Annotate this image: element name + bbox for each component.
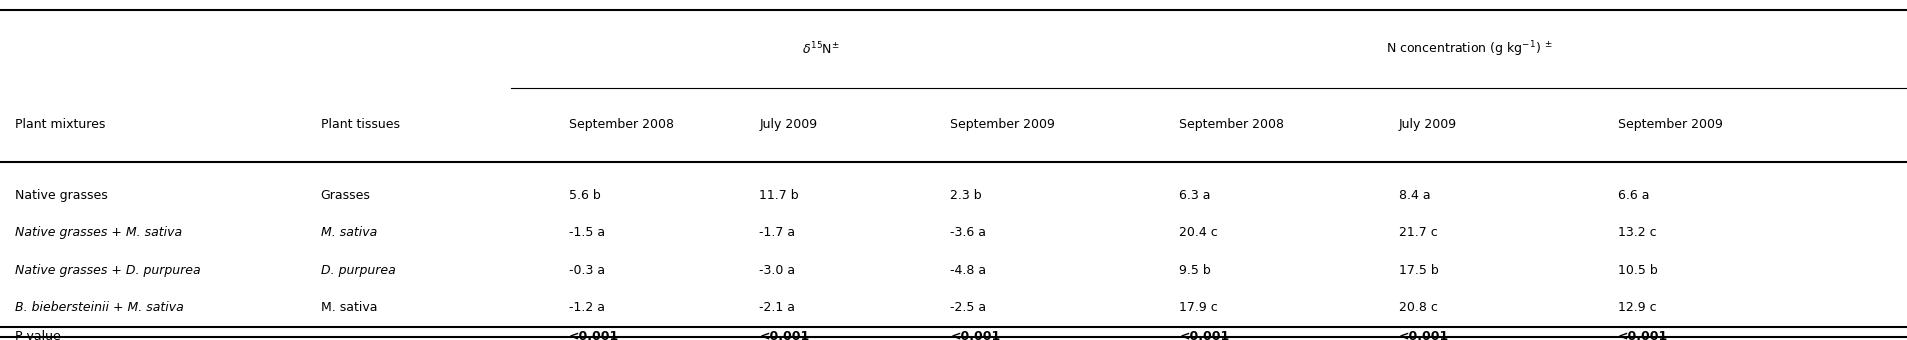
Text: -1.5 a: -1.5 a xyxy=(568,226,605,239)
Text: 9.5 b: 9.5 b xyxy=(1179,264,1211,277)
Text: Plant tissues: Plant tissues xyxy=(320,118,399,131)
Text: <0.001: <0.001 xyxy=(1617,330,1667,340)
Text: D. purpurea: D. purpurea xyxy=(320,264,395,277)
Text: 8.4 a: 8.4 a xyxy=(1398,189,1430,202)
Text: B. biebersteinii + M. sativa: B. biebersteinii + M. sativa xyxy=(15,301,183,314)
Text: 11.7 b: 11.7 b xyxy=(759,189,799,202)
Text: 2.3 b: 2.3 b xyxy=(950,189,982,202)
Text: <0.001: <0.001 xyxy=(950,330,999,340)
Text: Native grasses: Native grasses xyxy=(15,189,109,202)
Text: P value: P value xyxy=(15,330,61,340)
Text: July 2009: July 2009 xyxy=(759,118,816,131)
Text: 17.5 b: 17.5 b xyxy=(1398,264,1438,277)
Text: 6.3 a: 6.3 a xyxy=(1179,189,1211,202)
Text: July 2009: July 2009 xyxy=(1398,118,1455,131)
Text: -2.1 a: -2.1 a xyxy=(759,301,795,314)
Text: M. sativa: M. sativa xyxy=(320,301,378,314)
Text: September 2009: September 2009 xyxy=(950,118,1055,131)
Text: 17.9 c: 17.9 c xyxy=(1179,301,1217,314)
Text: 6.6 a: 6.6 a xyxy=(1617,189,1650,202)
Text: 5.6 b: 5.6 b xyxy=(568,189,601,202)
Text: N concentration (g kg$^{-1}$) $^{\pm}$: N concentration (g kg$^{-1}$) $^{\pm}$ xyxy=(1384,39,1552,59)
Text: -1.2 a: -1.2 a xyxy=(568,301,605,314)
Text: <0.001: <0.001 xyxy=(759,330,809,340)
Text: -3.6 a: -3.6 a xyxy=(950,226,986,239)
Text: 21.7 c: 21.7 c xyxy=(1398,226,1436,239)
Text: <0.001: <0.001 xyxy=(1398,330,1447,340)
Text: <0.001: <0.001 xyxy=(568,330,618,340)
Text: September 2008: September 2008 xyxy=(568,118,673,131)
Text: 13.2 c: 13.2 c xyxy=(1617,226,1655,239)
Text: -0.3 a: -0.3 a xyxy=(568,264,605,277)
Text: -4.8 a: -4.8 a xyxy=(950,264,986,277)
Text: September 2008: September 2008 xyxy=(1179,118,1283,131)
Text: 10.5 b: 10.5 b xyxy=(1617,264,1657,277)
Text: Native grasses + D. purpurea: Native grasses + D. purpurea xyxy=(15,264,200,277)
Text: -1.7 a: -1.7 a xyxy=(759,226,795,239)
Text: Grasses: Grasses xyxy=(320,189,370,202)
Text: M. sativa: M. sativa xyxy=(320,226,376,239)
Text: September 2009: September 2009 xyxy=(1617,118,1722,131)
Text: Plant mixtures: Plant mixtures xyxy=(15,118,105,131)
Text: -3.0 a: -3.0 a xyxy=(759,264,795,277)
Text: Native grasses + M. sativa: Native grasses + M. sativa xyxy=(15,226,183,239)
Text: -2.5 a: -2.5 a xyxy=(950,301,986,314)
Text: 20.4 c: 20.4 c xyxy=(1179,226,1217,239)
Text: <0.001: <0.001 xyxy=(1179,330,1228,340)
Text: $\delta^{15}$N$^{\pm}$: $\delta^{15}$N$^{\pm}$ xyxy=(801,41,839,57)
Text: 12.9 c: 12.9 c xyxy=(1617,301,1655,314)
Text: 20.8 c: 20.8 c xyxy=(1398,301,1436,314)
